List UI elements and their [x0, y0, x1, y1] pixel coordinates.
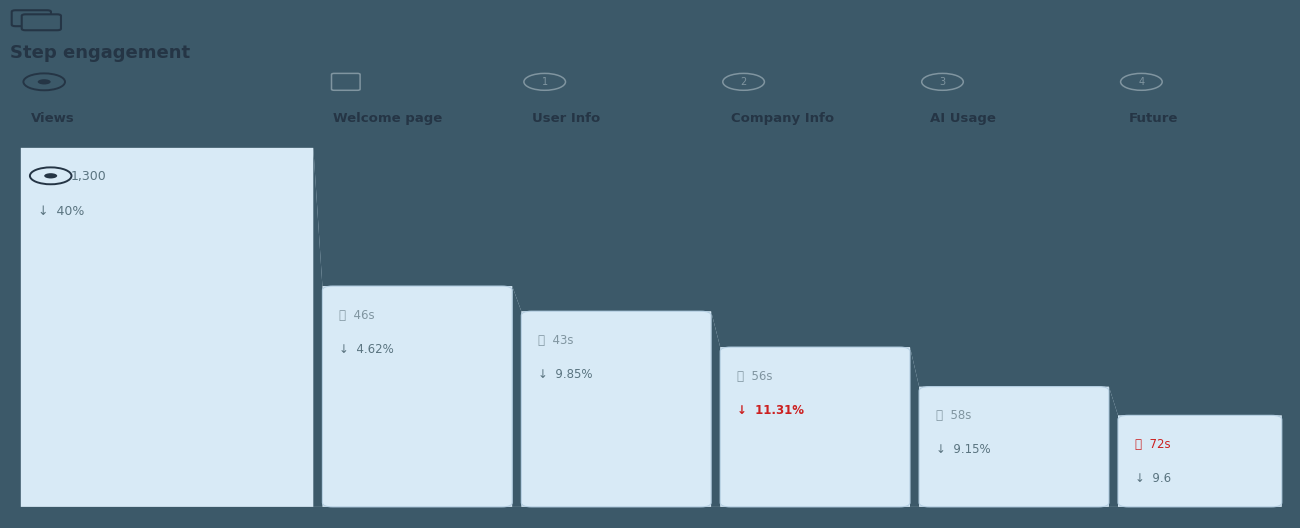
FancyBboxPatch shape — [521, 311, 711, 507]
Text: Welcome page: Welcome page — [333, 112, 442, 125]
Polygon shape — [313, 148, 322, 507]
Text: 1: 1 — [542, 77, 547, 87]
FancyBboxPatch shape — [720, 347, 910, 507]
Polygon shape — [910, 347, 919, 507]
Text: Views: Views — [31, 112, 75, 125]
Text: 3: 3 — [940, 77, 945, 87]
Text: User Info: User Info — [532, 112, 601, 125]
FancyBboxPatch shape — [919, 386, 1109, 507]
Text: Step engagement: Step engagement — [10, 44, 191, 62]
Polygon shape — [1109, 386, 1118, 507]
Text: AI Usage: AI Usage — [930, 112, 996, 125]
Text: ↓  4.62%: ↓ 4.62% — [339, 343, 394, 356]
FancyBboxPatch shape — [1118, 416, 1282, 507]
Circle shape — [44, 173, 57, 178]
Polygon shape — [512, 286, 521, 507]
Text: ↓  40%: ↓ 40% — [38, 205, 84, 218]
Text: ⌛  46s: ⌛ 46s — [339, 308, 374, 322]
Text: ↓  9.15%: ↓ 9.15% — [936, 444, 991, 457]
Text: ↓  9.85%: ↓ 9.85% — [538, 368, 593, 381]
Text: Company Info: Company Info — [731, 112, 833, 125]
Text: ⌛  56s: ⌛ 56s — [737, 370, 772, 383]
Text: 1,300: 1,300 — [70, 171, 107, 183]
Text: 2: 2 — [741, 77, 746, 87]
FancyBboxPatch shape — [22, 14, 61, 30]
Text: Future: Future — [1128, 112, 1178, 125]
Text: ⌛  58s: ⌛ 58s — [936, 409, 971, 422]
FancyBboxPatch shape — [322, 286, 512, 507]
Text: ↓  11.31%: ↓ 11.31% — [737, 404, 805, 417]
Text: 4: 4 — [1139, 77, 1144, 87]
Text: ⌛  43s: ⌛ 43s — [538, 334, 573, 347]
Circle shape — [38, 79, 51, 84]
Polygon shape — [21, 148, 1282, 507]
Text: ↓  9.6: ↓ 9.6 — [1135, 472, 1171, 485]
Polygon shape — [711, 311, 720, 507]
Text: ⌛  72s: ⌛ 72s — [1135, 438, 1170, 451]
